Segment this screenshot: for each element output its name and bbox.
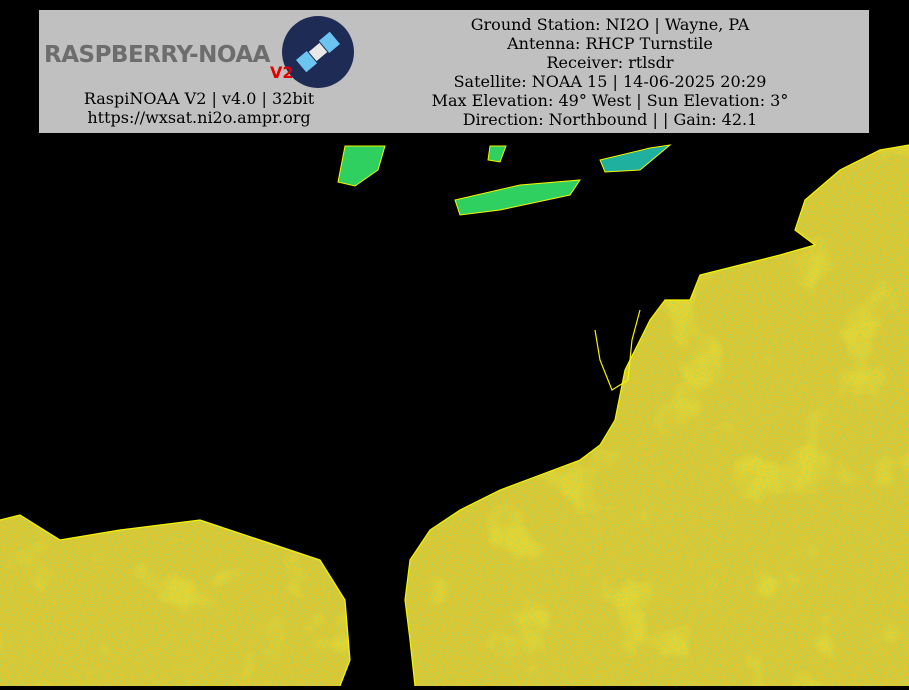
logo-satellite	[296, 31, 340, 73]
header-right: Ground Station: NI2O | Wayne, PAAntenna:…	[432, 15, 789, 129]
header-right-line: Receiver: rtlsdr	[547, 53, 674, 72]
header-panel	[39, 10, 869, 133]
header-left-line: RaspiNOAA V2 | v4.0 | 32bit	[84, 89, 315, 108]
lakes	[337, 144, 672, 216]
logo-text: RASPBERRY-NOAA	[44, 42, 271, 68]
header-right-line: Antenna: RHCP Turnstile	[506, 34, 713, 53]
header-left-line: https://wxsat.ni2o.ampr.org	[87, 108, 310, 127]
header-right-line: Ground Station: NI2O | Wayne, PA	[471, 15, 750, 34]
header-right-line: Max Elevation: 49° West | Sun Elevation:…	[432, 91, 789, 110]
header-right-line: Direction: Northbound | | Gain: 42.1	[463, 110, 758, 129]
logo-badge: V2	[270, 63, 294, 82]
coastline	[0, 144, 909, 687]
header-right-line: Satellite: NOAA 15 | 14-06-2025 20:29	[454, 72, 767, 91]
